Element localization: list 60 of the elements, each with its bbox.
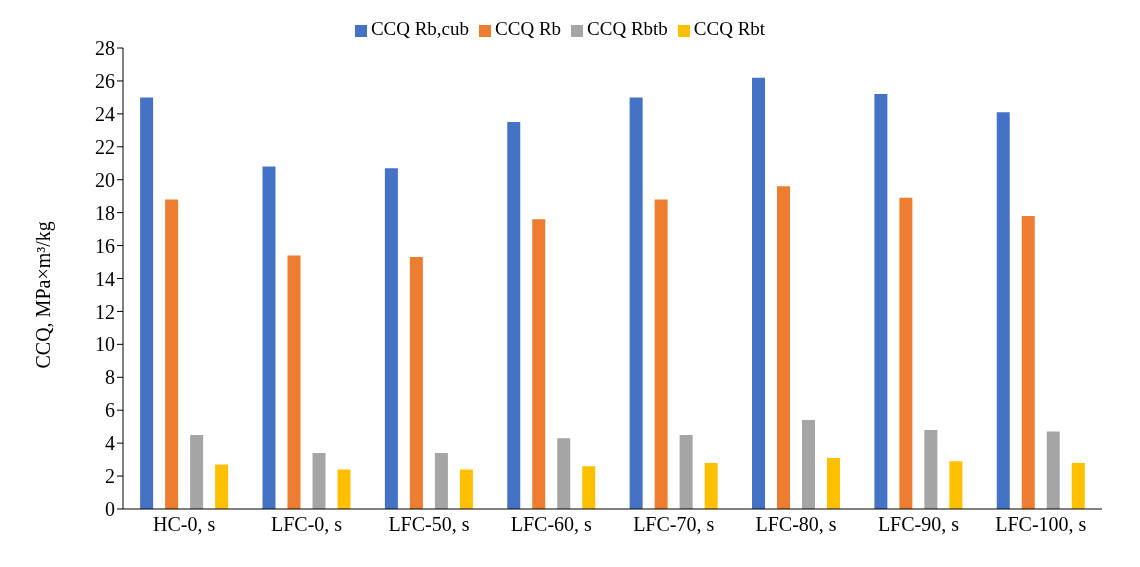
x-tick-label: LFC-70, s — [633, 513, 715, 536]
legend-label: CCQ Rbtb — [587, 18, 668, 39]
x-tick-label: LFC-60, s — [510, 513, 593, 536]
bar — [384, 168, 398, 509]
bar — [507, 122, 521, 509]
bar — [1071, 462, 1085, 509]
y-tick-label: 16 — [95, 234, 115, 257]
x-tick-label: LFC-100, s — [995, 513, 1087, 536]
y-tick-label: 18 — [95, 201, 115, 224]
bar — [654, 199, 668, 509]
legend-label: CCQ Rb,cub — [370, 18, 470, 39]
x-tick-label: LFC-90, s — [877, 513, 960, 536]
y-tick-label: 4 — [105, 432, 115, 455]
y-axis-title: CCQ, MPa×m³/kg — [32, 221, 56, 369]
bar — [899, 197, 913, 509]
bar — [287, 255, 301, 509]
bar — [629, 97, 643, 509]
x-tick-label: LFC-50, s — [388, 513, 470, 536]
bar — [924, 429, 938, 509]
y-tick-label: 10 — [95, 333, 115, 356]
bar — [532, 219, 546, 509]
bar — [459, 469, 473, 509]
bar — [582, 466, 596, 509]
y-tick-label: 6 — [105, 399, 115, 422]
bar — [312, 453, 326, 509]
bar — [190, 434, 204, 509]
x-tick-label: HC-0, s — [153, 513, 216, 536]
bar — [262, 166, 276, 509]
y-tick-label: 14 — [95, 267, 115, 290]
legend-label: CCQ Rb — [495, 18, 562, 39]
bar — [874, 94, 888, 509]
y-tick-label: 20 — [95, 168, 115, 191]
y-tick-label: 24 — [95, 102, 115, 125]
bar — [1021, 215, 1035, 509]
bar — [434, 453, 448, 509]
y-tick-label: 22 — [95, 135, 115, 158]
y-tick-label: 8 — [105, 366, 115, 389]
y-tick-label: 26 — [95, 70, 115, 93]
bar — [802, 420, 816, 509]
bar — [827, 457, 841, 509]
bar — [949, 461, 963, 509]
bar — [140, 97, 154, 509]
bar — [679, 434, 693, 509]
bar — [704, 462, 718, 509]
bar — [1046, 431, 1060, 509]
y-tick-label: 28 — [95, 37, 115, 60]
bar — [752, 77, 766, 509]
bar — [165, 199, 179, 509]
bar — [777, 186, 791, 509]
bar — [557, 438, 571, 509]
y-tick-label: 12 — [95, 300, 115, 323]
y-tick-label: 2 — [105, 465, 115, 488]
bar — [215, 464, 229, 509]
y-tick-label: 0 — [105, 498, 115, 521]
bar — [337, 469, 351, 509]
x-tick-label: LFC-0, s — [271, 513, 343, 536]
legend-label: CCQ Rbt — [693, 18, 766, 39]
bar — [996, 112, 1010, 509]
x-tick-label: LFC-80, s — [755, 513, 837, 536]
bar — [409, 257, 423, 509]
